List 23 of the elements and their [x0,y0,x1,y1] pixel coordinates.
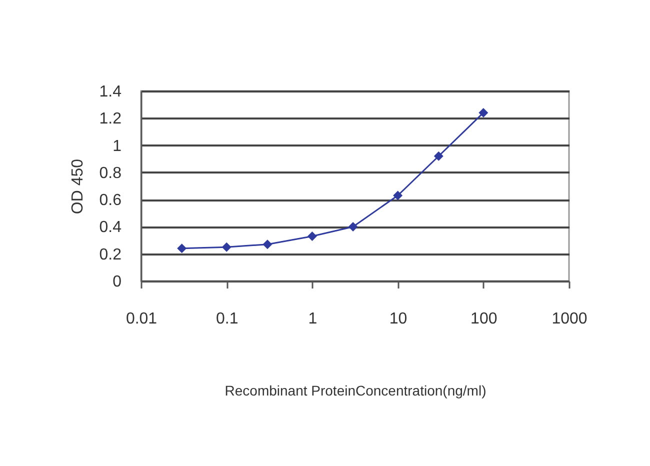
x-tick-label: 1000 [552,310,588,328]
x-tick-label: 1 [308,310,318,328]
y-axis-title: OD 450 [69,158,86,214]
point [262,240,272,250]
y-tick-label: 0.2 [99,246,122,264]
y-tick-label: 0 [112,274,122,290]
y-tick-label: 0.4 [99,219,122,236]
y-tick-label: 1.4 [99,84,122,100]
point [222,242,232,252]
x-tick-label: 100 [470,310,498,328]
y-tick-label: 1.2 [99,110,122,128]
point [478,108,488,118]
x-tick-label: 0.1 [216,310,238,328]
y-tick-label: 1 [112,138,122,155]
point [393,190,403,200]
x-axis-title: Recombinant ProteinConcentration(ng/ml) [224,382,486,398]
point [307,231,317,241]
x-tick-label: 0.01 [126,310,158,328]
y-tick-label: 0.6 [99,192,122,210]
point [177,244,187,254]
y-tick-label: 0.8 [99,164,122,182]
x-tick-label: 10 [389,310,408,328]
point [348,222,358,232]
